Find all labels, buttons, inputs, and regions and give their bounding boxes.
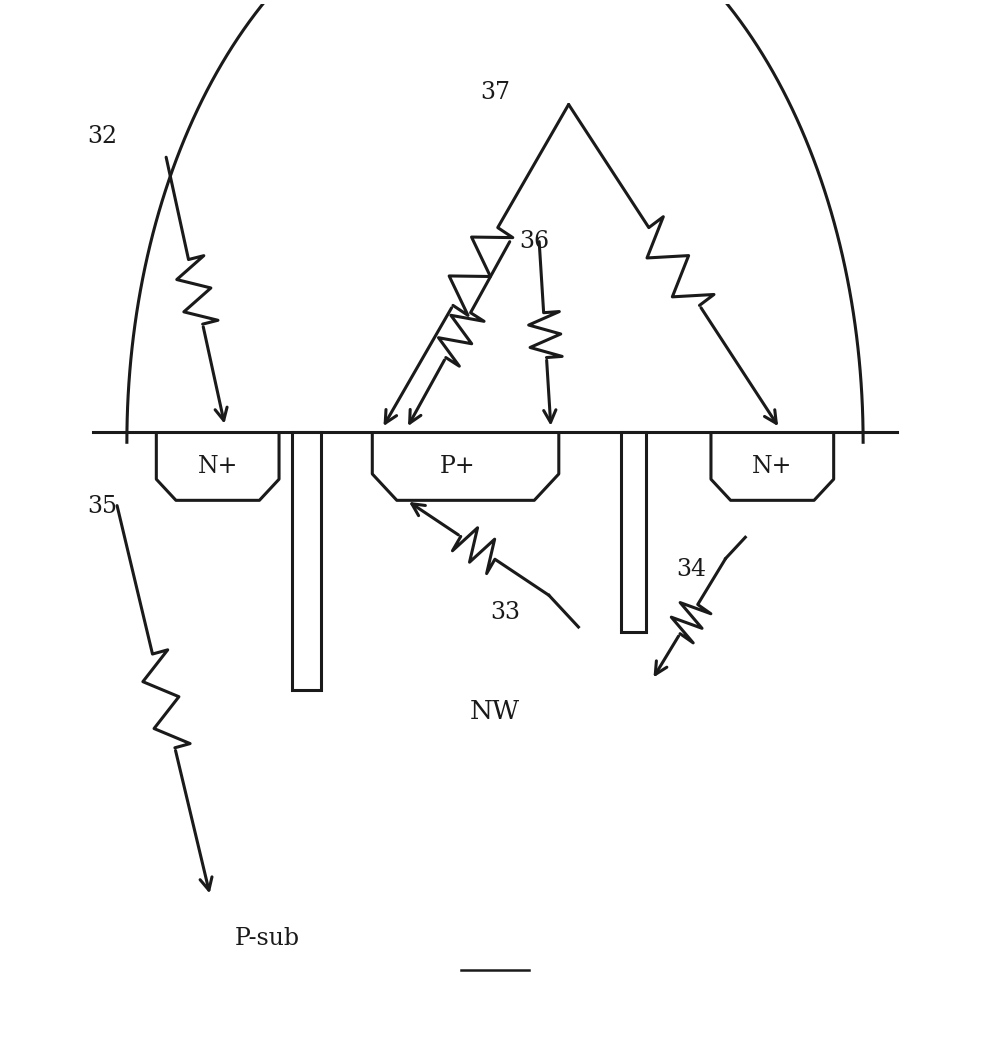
Text: 34: 34 — [676, 559, 707, 581]
Text: P-sub: P-sub — [235, 927, 300, 950]
Text: 36: 36 — [520, 230, 549, 253]
Text: N+: N+ — [198, 455, 239, 478]
Text: 35: 35 — [87, 495, 118, 518]
Text: 33: 33 — [490, 600, 520, 624]
Text: 32: 32 — [87, 124, 118, 148]
Text: 37: 37 — [480, 82, 510, 104]
Bar — [292, 432, 321, 691]
Text: N+: N+ — [751, 455, 792, 478]
Text: NW: NW — [470, 699, 520, 724]
Text: P+: P+ — [440, 455, 475, 478]
Bar — [621, 432, 646, 632]
